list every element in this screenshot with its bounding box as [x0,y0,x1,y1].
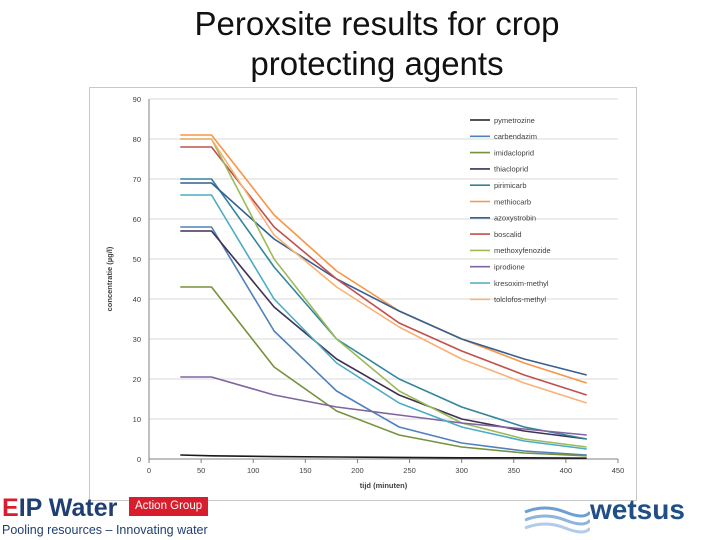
y-tick-label: 80 [133,135,141,144]
series-line-thiacloprid [180,230,587,440]
x-tick-label: 350 [508,466,521,475]
y-tick-label: 90 [133,95,141,104]
legend-label: methoxyfenozide [494,246,551,255]
eip-e-letter: E [2,494,19,522]
x-tick-label: 50 [197,466,205,475]
legend-label: methiocarb [494,197,531,206]
y-tick-label: 70 [133,175,141,184]
series-line-pymetrozine [180,454,587,459]
legend-label: pirimicarb [494,181,527,190]
eip-water-wordmark: EIP Water [2,494,117,522]
y-tick-label: 20 [133,375,141,384]
x-tick-label: 400 [560,466,573,475]
series-line-methoxyfenozide [180,138,587,448]
chart-frame: 0 10 20 30 40 50 60 70 80 90 0 50 100 150 200 250 300 350… [89,87,637,501]
wetsus-wave-icon [524,506,590,534]
legend-label: pymetrozine [494,116,535,125]
y-tick-label: 50 [133,255,141,264]
slide-title-line2: protecting agents [250,45,504,82]
series-line-methiocarb [180,134,587,384]
x-tick-label: 450 [612,466,625,475]
eip-rest-text: IP Water [18,494,118,522]
x-tick-label: 150 [299,466,312,475]
legend-label: azoxystrobin [494,214,536,223]
y-axis-label: concentratie (µg/l) [105,246,114,311]
legend-label: imidacloprid [494,148,534,157]
series-line-iprodione [180,376,587,436]
slide-title: Peroxsite results for crop protecting ag… [90,4,664,84]
x-tick-label: 200 [351,466,364,475]
y-tick-label: 60 [133,215,141,224]
y-tick-label: 10 [133,415,141,424]
y-tick-label: 0 [137,455,141,464]
eip-water-logo: EIP Water Action Group Pooling resources… [0,494,240,540]
legend-label: iprodione [494,263,525,272]
legend-label: kresoxim-methyl [494,279,549,288]
legend-label: thiacloprid [494,165,528,174]
series-line-pirimicarb [180,178,587,440]
line-chart: 0 10 20 30 40 50 60 70 80 90 0 50 100 150 200 250 300 350… [105,95,625,490]
wetsus-wordmark: wetsus [590,494,685,525]
x-tick-label: 100 [247,466,260,475]
wetsus-logo: wetsus [520,482,720,540]
x-axis-label: tijd (minuten) [360,481,408,490]
action-group-badge: Action Group [129,497,209,516]
x-tick-label: 0 [147,466,151,475]
slide-title-line1: Peroxsite results for crop [194,5,560,42]
y-tick-label: 30 [133,335,141,344]
series-line-imidacloprid [180,286,587,457]
legend-label: boscalid [494,230,522,239]
y-tick-label: 40 [133,295,141,304]
series-line-carbendazim [180,226,587,456]
series-line-azoxystrobin [180,182,587,376]
legend-label: carbendazim [494,132,537,141]
series-line-tolclofos-methyl [180,138,587,404]
legend-label: tolclofos-methyl [494,295,546,304]
x-tick-label: 300 [455,466,468,475]
pooling-tagline: Pooling resources – Innovating water [2,523,208,537]
x-tick-label: 250 [403,466,416,475]
series-line-kresoxim-methyl [180,194,587,450]
